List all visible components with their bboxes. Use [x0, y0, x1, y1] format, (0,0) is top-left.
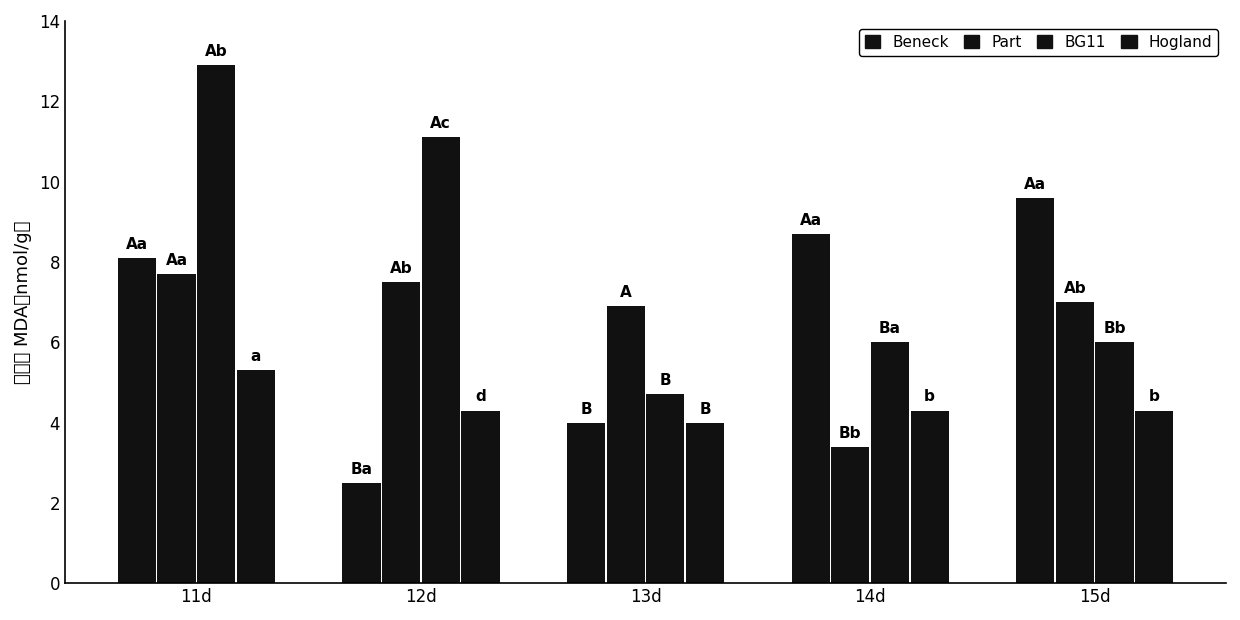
Bar	[461, 410, 500, 583]
Text: Ab: Ab	[389, 261, 413, 276]
Bar	[870, 342, 909, 583]
Text: B: B	[660, 373, 671, 389]
Bar	[342, 483, 381, 583]
Text: a: a	[250, 349, 262, 365]
Text: Aa: Aa	[800, 213, 822, 228]
Bar	[567, 423, 605, 583]
Bar	[422, 138, 460, 583]
Text: b: b	[1148, 389, 1159, 404]
Bar	[118, 258, 156, 583]
Text: Aa: Aa	[165, 253, 187, 268]
Bar	[382, 282, 420, 583]
Bar	[197, 65, 236, 583]
Text: Ba: Ba	[879, 321, 901, 336]
Bar	[1055, 302, 1094, 583]
Text: Aa: Aa	[1024, 177, 1047, 192]
Bar	[831, 446, 869, 583]
Text: Ab: Ab	[1064, 281, 1086, 296]
Text: Ac: Ac	[430, 117, 451, 131]
Bar	[157, 274, 196, 583]
Text: A: A	[620, 285, 631, 300]
Bar	[1095, 342, 1133, 583]
Text: B: B	[580, 402, 591, 417]
Bar	[1016, 198, 1054, 583]
Bar	[606, 306, 645, 583]
Text: B: B	[699, 402, 711, 417]
Text: Ab: Ab	[205, 44, 227, 59]
Text: b: b	[924, 389, 935, 404]
Legend: Beneck, Part, BG11, Hogland: Beneck, Part, BG11, Hogland	[858, 29, 1219, 56]
Bar	[791, 234, 830, 583]
Bar	[237, 370, 275, 583]
Bar	[686, 423, 724, 583]
Bar	[910, 410, 949, 583]
Y-axis label: 丙二醛 MDA（nmol/g）: 丙二醛 MDA（nmol/g）	[14, 220, 32, 384]
Text: d: d	[475, 389, 486, 404]
Bar	[1135, 410, 1173, 583]
Text: Ba: Ba	[351, 462, 372, 477]
Bar	[646, 394, 684, 583]
Text: Bb: Bb	[1104, 321, 1126, 336]
Text: Bb: Bb	[839, 426, 862, 441]
Text: Aa: Aa	[125, 237, 148, 252]
